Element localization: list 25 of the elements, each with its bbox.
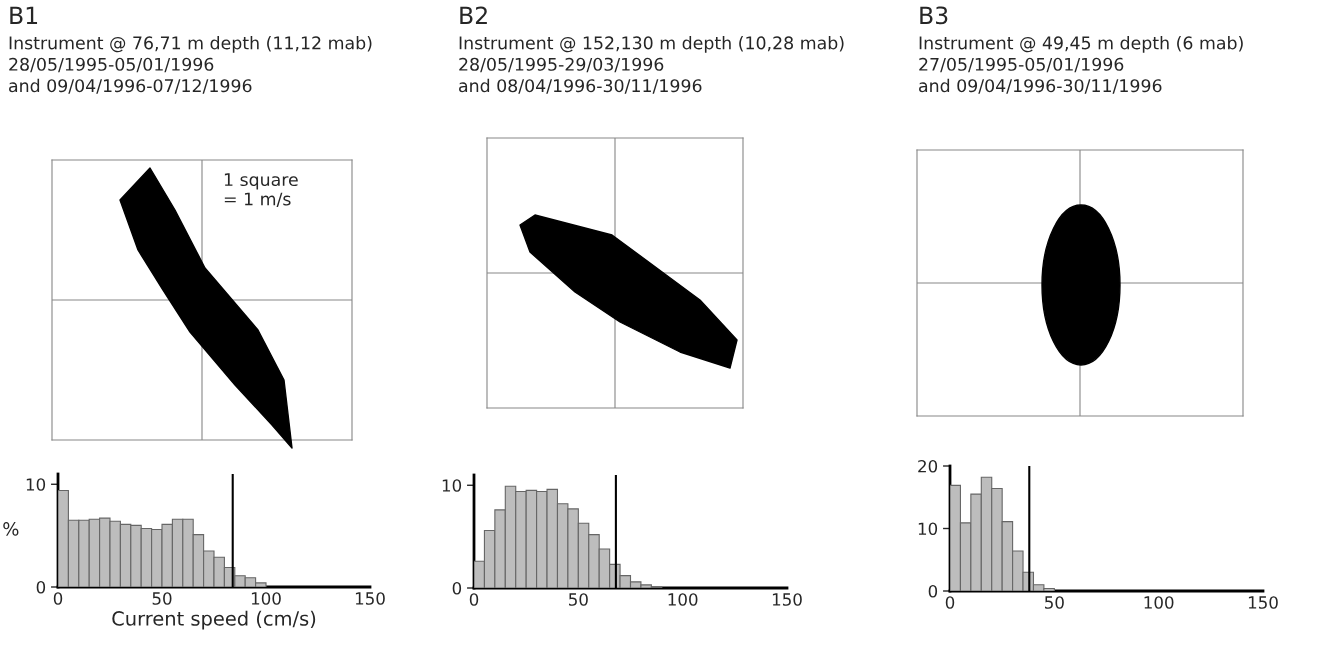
text: B2 — [460, 6, 487, 24]
x-tick-label: 0 — [945, 596, 955, 609]
text: B1 — [10, 6, 38, 24]
text: Instrument @ 152,130 m depth (10,28 mab) 28/05/1995-29/03/1996 and 08/04/1996-30/11/1996 — [459, 36, 844, 94]
y-tick-label: 10 — [918, 522, 938, 536]
y-tick-label: 10 — [442, 479, 462, 492]
y-axis-title: % — [3, 522, 19, 536]
y-tick-label: 20 — [918, 459, 938, 473]
y-tick-label: 10 — [26, 478, 46, 491]
text: 1 square = 1 m/s — [224, 173, 298, 207]
text: Instrument @ 76,71 m depth (11,12 mab) 28/05/1995-05/01/1996 and 09/04/1996-07/12/1996 — [9, 36, 372, 94]
text: B3 — [920, 6, 948, 25]
x-tick-label: 150 — [772, 593, 802, 606]
text: Instrument @ 49,45 m depth (6 mab) 27/05/1995-05/01/1996 and 09/04/1996-30/11/1996 — [919, 36, 1243, 94]
x-tick-label: 150 — [355, 592, 385, 605]
x-tick-label: 100 — [1144, 596, 1174, 609]
x-tick-label: 50 — [152, 592, 172, 605]
x-tick-label: 50 — [1045, 596, 1064, 609]
x-tick-label: 0 — [53, 592, 63, 605]
x-tick-label: 150 — [1248, 596, 1278, 609]
x-tick-label: 50 — [569, 593, 588, 606]
x-axis-title: Current speed (cm/s) — [112, 610, 316, 630]
x-tick-label: 100 — [668, 593, 698, 606]
x-tick-label: 100 — [251, 592, 281, 605]
x-tick-label: 0 — [469, 593, 479, 606]
